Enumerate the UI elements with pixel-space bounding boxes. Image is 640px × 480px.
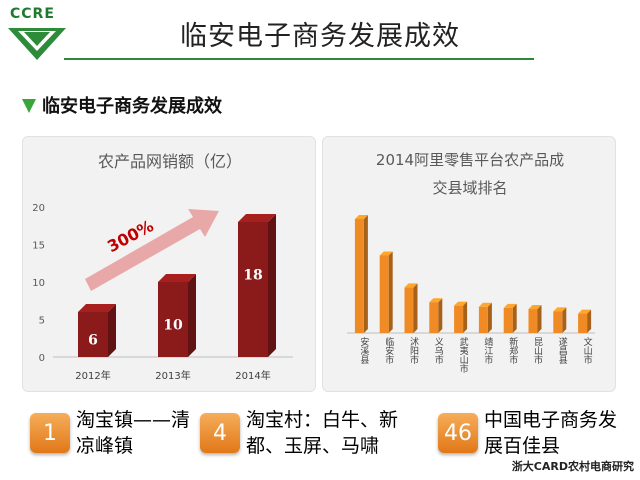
sales-bar-chart: 农产品网销额（亿）0510152062012年102013年182014年300… — [32, 152, 293, 382]
bar-side — [388, 251, 393, 333]
highlight-number: 1 — [30, 413, 70, 453]
bar — [158, 282, 188, 357]
highlight-text: 淘宝镇——清凉峰镇 — [76, 409, 191, 457]
bar-side — [562, 307, 567, 333]
bar-top — [553, 307, 567, 312]
chart-panel-sales: 农产品网销额（亿） 0 5 10 15 20 6 2012年 10 2013年 18 2014年 300… — [22, 136, 316, 392]
bar-top — [379, 251, 393, 256]
bar-top — [478, 302, 492, 307]
bar-side — [413, 283, 418, 333]
x-tick-label: 文山市 — [582, 336, 593, 365]
bar — [553, 311, 563, 333]
data-label: 6 — [88, 333, 98, 349]
bar-top — [578, 309, 592, 314]
bar — [478, 306, 488, 333]
highlight-2: 4 淘宝村：白牛、新都、玉屏、马啸 — [200, 402, 424, 464]
bar-side — [188, 274, 196, 357]
triangle-bullet-icon — [22, 99, 36, 113]
logo-v-shape-icon — [8, 28, 66, 60]
bar-side — [512, 303, 517, 333]
x-tick-label: 安溪县 — [358, 336, 369, 365]
bar-top — [528, 305, 542, 310]
bar-side — [537, 305, 542, 333]
bar — [238, 222, 268, 357]
bar-side — [363, 215, 368, 333]
x-tick-label: 沭阳市 — [408, 336, 419, 365]
y-tick-label: 20 — [32, 203, 45, 214]
x-tick-label: 遂昌县 — [557, 336, 568, 365]
bar — [404, 287, 414, 333]
bar — [429, 302, 439, 333]
x-tick-label: 2013年 — [155, 369, 190, 382]
x-tick-label: 昆山市 — [532, 337, 543, 365]
bar-side — [108, 304, 116, 357]
bar-side — [438, 298, 443, 333]
section-heading: 临安电子商务发展成效 — [22, 92, 222, 118]
page-title: 临安电子商务发展成效 — [180, 21, 460, 52]
bar-top — [158, 274, 196, 282]
bar-side — [587, 309, 592, 333]
data-label: 18 — [243, 268, 262, 284]
highlight-1: 1 淘宝镇——清凉峰镇 — [30, 402, 204, 464]
bar — [78, 312, 108, 357]
highlight-text: 中国电子商务发展百佳县 — [484, 409, 618, 457]
bar — [379, 255, 389, 333]
x-tick-label: 靖江市 — [482, 336, 493, 365]
y-tick-label: 0 — [39, 353, 45, 364]
highlight-number: 46 — [438, 413, 478, 453]
y-tick-label: 5 — [39, 316, 45, 327]
bar-top — [454, 301, 468, 306]
bar-top — [503, 303, 517, 308]
title-divider — [64, 58, 534, 60]
chart-panel-ranking: 2014阿里零售平台农产品成 交县域排名安溪县 临安市 沭阳市 义乌市 武夷山市 靖江市 新郑… — [322, 136, 616, 392]
growth-arrow-icon — [85, 209, 219, 291]
bar — [578, 313, 588, 333]
footer-credit: 浙大CARD农村电商研究 — [511, 460, 634, 473]
bar — [354, 219, 364, 333]
bar-side — [463, 301, 468, 333]
y-tick-label: 15 — [32, 241, 45, 252]
chart-title: 农产品网销额（亿） — [98, 152, 242, 171]
bar-side — [487, 302, 492, 333]
bar — [454, 305, 464, 333]
bar-top — [78, 304, 116, 312]
logo-text: CCRE — [10, 6, 55, 22]
highlight-number: 4 — [200, 413, 240, 453]
x-tick-label: 义乌市 — [433, 337, 444, 365]
bar — [503, 307, 513, 333]
bar-top — [404, 283, 418, 288]
chart-title-line: 2014阿里零售平台农产品成 — [376, 151, 564, 169]
bar — [528, 309, 538, 333]
y-tick-label: 10 — [32, 278, 45, 289]
x-tick-label: 2014年 — [235, 369, 270, 382]
ccre-logo: CCRE — [6, 6, 68, 62]
x-tick-label: 2012年 — [75, 369, 110, 382]
chart-title-line: 交县域排名 — [432, 179, 507, 197]
highlight-text: 淘宝村：白牛、新都、玉屏、马啸 — [246, 409, 399, 457]
bar-top — [354, 215, 368, 219]
highlight-3: 46 中国电子商务发展百佳县 — [438, 402, 624, 464]
x-tick-label: 武夷山市 — [458, 336, 469, 374]
x-tick-label: 临安市 — [383, 336, 394, 365]
bar-top — [238, 214, 276, 222]
bar-side — [268, 214, 276, 357]
section-heading-text: 临安电子商务发展成效 — [42, 96, 222, 117]
data-label: 10 — [163, 318, 183, 334]
x-tick-label: 新郑市 — [507, 336, 518, 365]
bar-top — [429, 298, 443, 303]
